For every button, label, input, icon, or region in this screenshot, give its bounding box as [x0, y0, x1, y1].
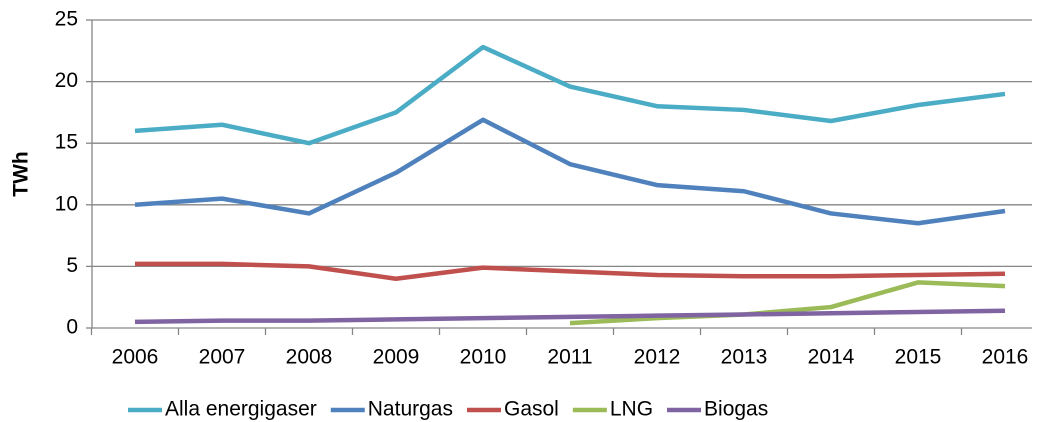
legend-label: Gasol	[504, 398, 559, 421]
series-line	[134, 117, 1006, 226]
legend-label: Biogas	[704, 398, 768, 421]
legend-label: Naturgas	[368, 398, 453, 421]
y-axis-label: TWh	[10, 151, 33, 196]
y-tick-label: 15	[55, 131, 78, 154]
y-tick-label: 0	[66, 316, 78, 339]
x-tick-label: 2008	[286, 346, 333, 369]
x-tick-label: 2009	[373, 346, 420, 369]
x-tick-label: 2012	[634, 346, 681, 369]
series-line	[134, 308, 1006, 325]
y-tick-label: 20	[55, 69, 78, 92]
legend-label: Alla energigaser	[165, 398, 317, 421]
x-tick-label: 2007	[199, 346, 246, 369]
x-tick-label: 2013	[721, 346, 768, 369]
y-tick-label: 10	[55, 192, 78, 215]
y-tick-label: 25	[55, 8, 78, 31]
x-tick-label: 2006	[112, 346, 159, 369]
y-tick-label: 5	[66, 254, 78, 277]
series-line	[569, 280, 1006, 326]
x-tick-label: 2010	[460, 346, 507, 369]
x-tick-label: 2014	[808, 346, 855, 369]
legend-label: LNG	[610, 398, 653, 421]
series-line	[135, 261, 1006, 281]
x-tick-label: 2016	[982, 346, 1029, 369]
x-tick-label: 2011	[547, 346, 592, 369]
x-tick-label: 2015	[895, 346, 942, 369]
series-line	[134, 44, 1006, 146]
